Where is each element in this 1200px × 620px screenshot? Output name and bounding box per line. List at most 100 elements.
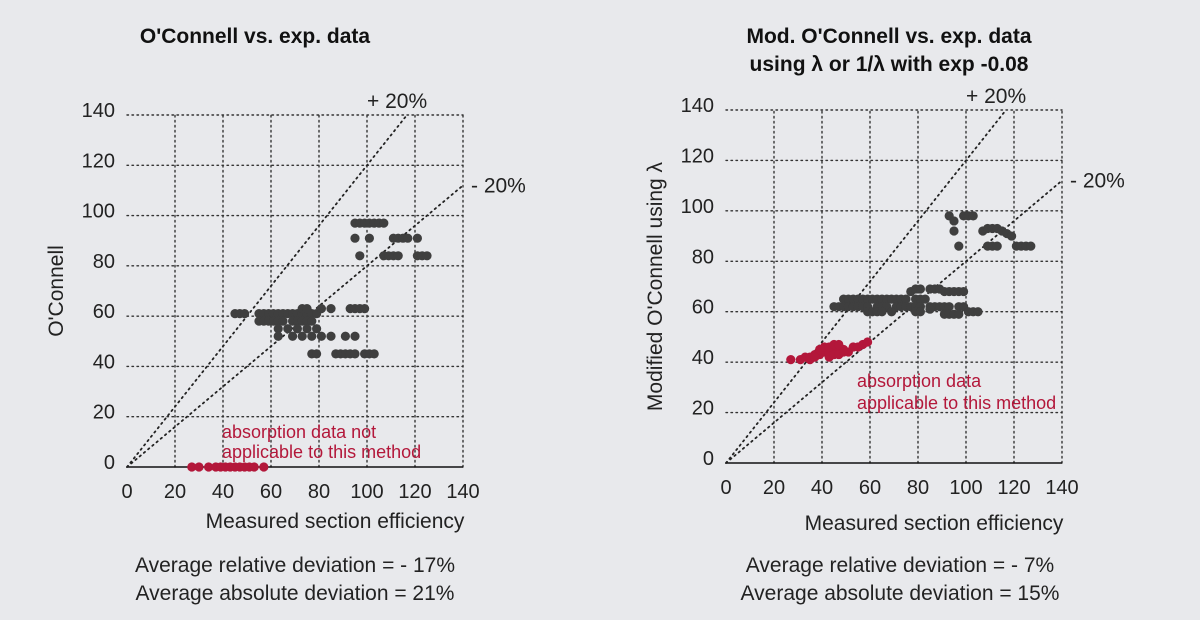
y-tick-label: 140 [681, 95, 714, 117]
data-point [302, 324, 312, 334]
y-tick-label: 20 [93, 402, 115, 424]
chart-1: O'Connell vs. exp. data 0 20 40 60 80 100 120 14… [45, 25, 526, 605]
data-point [973, 307, 983, 317]
x-tick-label: 80 [308, 481, 330, 503]
y-tick-label: 60 [692, 297, 714, 319]
data-point [915, 307, 926, 317]
data-point [901, 294, 911, 304]
data-point [834, 339, 844, 350]
y-tick-label: 40 [692, 347, 714, 369]
data-point [292, 324, 302, 334]
data-point [403, 233, 413, 243]
y-tick-label: 120 [82, 150, 115, 172]
data-point [786, 355, 796, 365]
data-point [877, 307, 887, 317]
data-point [307, 316, 317, 326]
x-tick-label: 140 [1045, 477, 1078, 499]
data-point [302, 304, 312, 314]
data-point [839, 347, 849, 357]
data-point [925, 304, 935, 314]
x-tick-label: 60 [260, 481, 282, 503]
data-point [340, 331, 350, 341]
data-point [326, 304, 336, 314]
y-tick-label: 120 [681, 145, 714, 167]
data-point [355, 251, 365, 261]
y-tick-label: 100 [681, 196, 714, 218]
data-point [204, 462, 214, 472]
annotation-line: applicable to this method [222, 442, 421, 462]
data-point [307, 331, 317, 341]
data-point [968, 211, 978, 221]
x-tick-label: 40 [212, 481, 234, 503]
data-point [278, 316, 288, 326]
x-tick-label: 20 [763, 477, 785, 499]
data-point [920, 294, 930, 304]
data-point [422, 251, 432, 261]
data-point [350, 349, 360, 359]
data-point [944, 302, 954, 312]
data-point [887, 307, 897, 317]
x-tick-label: 20 [164, 481, 186, 503]
x-tick-label: 80 [907, 477, 929, 499]
average-absolute-deviation: Average absolute deviation = 21% [136, 582, 455, 605]
data-point [194, 462, 204, 472]
x-tick-label: 120 [997, 477, 1030, 499]
data-point [959, 286, 969, 297]
series-absorption-data [187, 462, 269, 472]
annotation-line: absorption data not [222, 422, 376, 442]
chart-title-line: using λ or 1/λ with exp -0.08 [750, 53, 1029, 76]
data-point [360, 304, 370, 314]
data-point [240, 309, 250, 319]
data-point [259, 462, 269, 472]
x-tick-label: 100 [350, 481, 383, 503]
y-tick-label: 40 [93, 351, 115, 373]
x-tick-label: 140 [446, 481, 479, 503]
plus-20-percent-label: + 20% [966, 85, 1026, 108]
x-tick-label: 40 [811, 477, 833, 499]
data-point [312, 349, 322, 359]
plus-20-percent-line [725, 109, 1007, 464]
y-tick-label: 0 [703, 448, 714, 470]
y-tick-label: 100 [82, 201, 115, 223]
y-tick-label: 140 [82, 100, 115, 122]
minus-20-percent-line [725, 179, 1063, 464]
data-point [316, 331, 326, 341]
data-point [954, 309, 964, 319]
data-point [369, 349, 379, 359]
x-axis-label: Measured section efficiency [805, 512, 1064, 535]
y-tick-label: 20 [692, 398, 714, 420]
data-point [1007, 231, 1017, 241]
chart-2: Mod. O'Connell vs. exp. data using λ or 1… [644, 25, 1125, 605]
series-distillation-data [230, 218, 432, 359]
minus-20-percent-label: - 20% [471, 174, 526, 197]
data-point [249, 462, 259, 472]
data-point [810, 352, 820, 362]
data-point [273, 331, 283, 341]
data-point [949, 216, 959, 226]
data-point [326, 331, 336, 341]
series-distillation-data [829, 211, 1036, 319]
annotation-line: applicable to this method [857, 393, 1056, 413]
data-point [364, 233, 374, 243]
average-relative-deviation: Average relative deviation = - 7% [746, 554, 1054, 577]
data-point [954, 241, 964, 251]
data-point [187, 462, 197, 472]
minus-20-percent-label: - 20% [1070, 170, 1125, 193]
data-point [316, 304, 326, 314]
x-tick-label: 0 [121, 481, 132, 503]
average-absolute-deviation: Average absolute deviation = 15% [741, 582, 1060, 605]
y-tick-label: 80 [93, 251, 115, 273]
data-point [393, 251, 403, 261]
data-point [283, 324, 293, 334]
y-axis-label: O'Connell [45, 245, 68, 337]
y-tick-label: 0 [104, 452, 115, 474]
chart-title-line: Mod. O'Connell vs. exp. data [746, 25, 1031, 48]
data-point [350, 331, 360, 341]
x-axis-label: Measured section efficiency [206, 510, 465, 533]
y-tick-label: 60 [93, 301, 115, 323]
plus-20-percent-label: + 20% [367, 90, 427, 113]
data-point [273, 324, 283, 334]
data-point [412, 233, 422, 243]
data-point [379, 218, 389, 228]
